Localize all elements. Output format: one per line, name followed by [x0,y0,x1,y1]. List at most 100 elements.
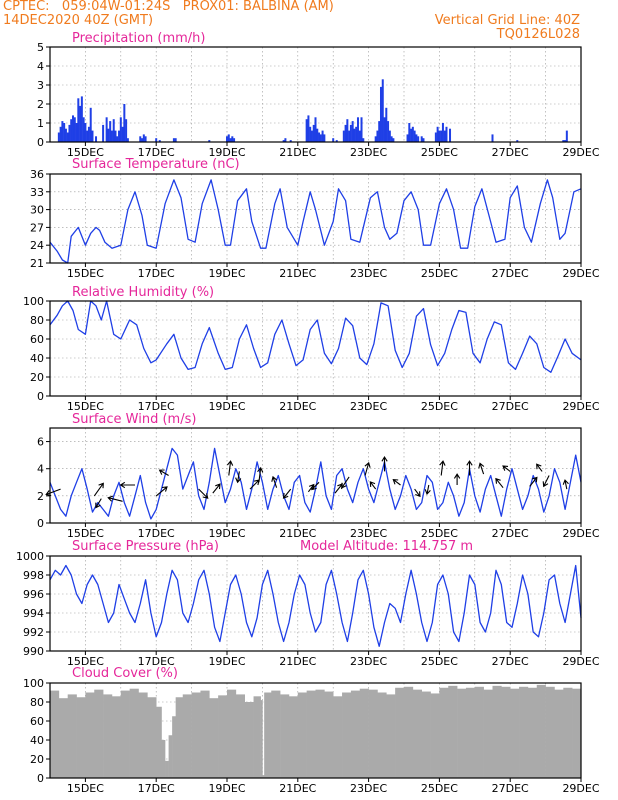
precip-bar [408,123,411,142]
cloud-bar [271,690,281,778]
x-tick-label: 23DEC [350,146,387,159]
precip-bar [66,132,69,142]
x-tick-label: 27DEC [492,146,529,159]
x-tick-label: 25DEC [421,527,458,540]
x-tick-label: 15DEC [67,655,104,668]
panel-frame [49,682,582,779]
cloud-bar [182,694,192,778]
cloud-bar [147,697,157,778]
y-tick-label: 5 [37,41,44,54]
wind-arrow [542,475,550,488]
x-tick-label: 21DEC [279,267,316,280]
precip-bar [77,98,80,142]
cloud-bar [264,692,272,778]
cloud-bar [58,698,68,778]
cloud-bar [129,688,139,778]
precip-bar [349,124,352,142]
wind-arrow [334,483,343,494]
precip-bar [376,130,379,142]
cloud-bar [457,688,467,778]
precip-bar [119,117,122,142]
panel-0 [46,46,582,146]
cloud-bar [315,689,325,778]
panel-2 [46,300,582,400]
x-tick-label: 15DEC [67,400,104,413]
precip-bar [436,126,439,142]
cloud-bar [483,689,493,778]
wind-arrow [282,488,292,499]
x-tick-label: 17DEC [138,146,175,159]
precip-bar [445,126,448,142]
y-tick-label: 60 [30,333,44,346]
x-tick-label: 15DEC [67,267,104,280]
precip-bar [91,130,94,142]
cloud-bar [200,690,210,778]
panel-title: Surface Wind (m/s) [72,412,196,427]
precip-bar [226,136,228,142]
precip-bar [116,136,119,142]
model-id: TQ0126L028 [496,27,580,42]
cloud-bar [94,689,104,778]
wind-arrow [414,488,421,498]
precip-bar [415,134,418,142]
precip-bar [80,96,83,142]
station-info: CPTEC: 059:04W-01:24S PROX01: BALBINA (A… [3,0,334,14]
cloud-bar [111,696,122,778]
y-tick-label: 2 [37,98,44,111]
x-tick-label: 25DEC [421,655,458,668]
cloud-bar [120,690,130,778]
x-tick-label: 21DEC [279,146,316,159]
precip-bar [406,134,409,142]
precip-bar [118,130,121,142]
precip-bar [75,123,78,142]
precip-bar [342,130,345,142]
x-tick-label: 21DEC [279,655,316,668]
precip-bar [125,119,128,142]
x-tick-label: 25DEC [421,267,458,280]
x-tick-label: 25DEC [421,146,458,159]
x-tick-label: 19DEC [208,782,245,795]
cloud-bar [191,692,201,778]
wind-arrow [95,498,102,509]
precip-bar [332,138,335,142]
cloud-bar [67,694,77,778]
panel-frame [49,427,582,524]
wind-arrow [198,488,209,499]
precip-bar [112,119,115,142]
x-tick-label: 15DEC [67,527,104,540]
precip-bar [434,132,437,142]
y-tick-label: 30 [30,204,44,217]
cloud-bar [563,687,573,778]
precip-bar [68,124,71,142]
precip-bar [417,136,420,142]
y-tick-label: 996 [23,588,44,601]
panel-title: Surface Temperature (nC) [72,157,240,172]
cloud-bar [218,695,228,778]
cloud-bar [439,687,449,778]
x-tick-label: 27DEC [492,527,529,540]
cloud-bar [501,686,511,778]
precip-bar [144,136,147,142]
cloud-bar [572,688,582,778]
precip-bar [126,138,129,142]
precip-bar [139,136,142,142]
precip-bar [420,136,423,142]
cloud-bar [324,691,334,778]
vertical-grid-note: Vertical Grid Line: 40Z [434,13,580,28]
precip-bar [208,140,211,142]
precip-bar [79,105,82,142]
cloud-bar [342,692,352,778]
y-tick-label: 100 [23,677,44,690]
precip-bar [233,138,236,142]
precip-bar [565,130,568,142]
precip-bar [422,138,425,142]
cloud-bar [209,698,219,778]
precip-bar [309,126,312,142]
wind-arrow [93,482,104,497]
cloud-bar [465,687,476,778]
x-tick-label: 23DEC [350,655,387,668]
precip-bar [335,140,338,142]
wind-arrow [119,481,135,489]
cloud-bar [138,692,148,778]
